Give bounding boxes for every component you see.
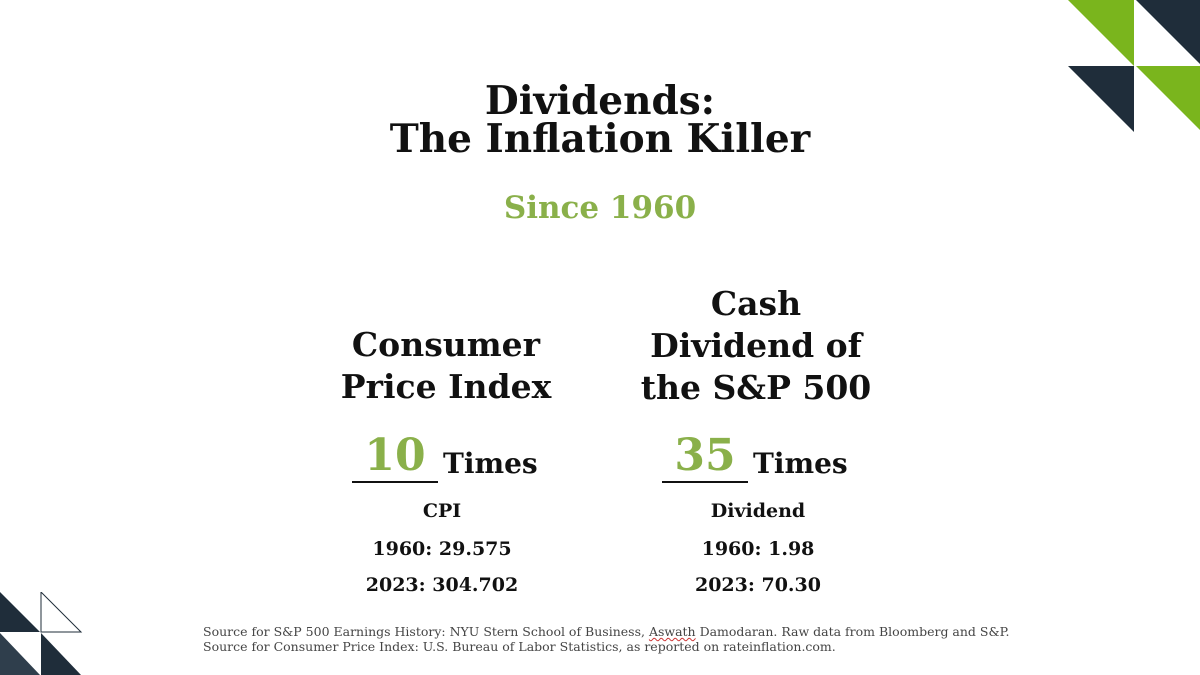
corner-decoration-top-right [1068,0,1200,132]
dividend-multiple-value: 35 [674,430,736,481]
cpi-multiple-underline [352,481,438,483]
title-line-2: The Inflation Killer [389,116,811,162]
dividend-label: Dividend [710,500,806,522]
cpi-multiple-value: 10 [364,430,426,481]
source-line-1-name: Aswath [648,624,696,639]
dividend-heading-line-1: Cash [710,284,802,323]
dividend-heading: Cash Dividend of the S&P 500 [636,283,876,409]
dividend-stat-1960: 1960: 1.98 [701,538,815,560]
lime-triangle [1136,66,1200,130]
dividend-heading-line-2: Dividend of [650,326,862,365]
source-line-2: Source for Consumer Price Index: U.S. Bu… [203,639,836,654]
dark-triangle [0,592,40,632]
cpi-heading-line-1: Consumer [351,325,541,364]
source-line-1: Source for S&P 500 Earnings History: NYU… [203,624,1009,639]
page-title: Dividends: The Inflation Killer [0,78,1200,162]
dark-triangle [0,633,40,675]
dividend-stat-2023: 2023: 70.30 [694,574,821,596]
lime-triangle [1068,0,1134,66]
cpi-multiple: 10 Times [352,434,552,494]
dividend-times-label: Times [753,447,848,480]
cpi-times-label: Times [443,447,538,480]
dividend-multiple: 35 Times [662,434,862,494]
cpi-heading: Consumer Price Index [330,324,562,408]
cpi-heading-line-2: Price Index [340,367,552,406]
dark-triangle [1136,0,1200,64]
source-notes: Source for S&P 500 Earnings History: NYU… [203,624,1009,654]
outline-triangle [40,592,83,633]
source-line-1-suffix: Damodaran. Raw data from Bloomberg and S… [695,624,1010,639]
dividend-heading-line-3: the S&P 500 [640,368,872,407]
cpi-label: CPI [422,500,462,522]
cpi-stat-2023: 2023: 304.702 [365,574,519,596]
cpi-stat-1960: 1960: 29.575 [372,538,512,560]
title-line-1: Dividends: [484,78,716,124]
subtitle: Since 1960 [503,190,697,226]
source-line-1-prefix: Source for S&P 500 Earnings History: NYU… [203,624,649,639]
dark-triangle [1068,66,1134,132]
dark-triangle [41,633,81,675]
corner-decoration-bottom-left [0,592,83,675]
dividend-multiple-underline [662,481,748,483]
